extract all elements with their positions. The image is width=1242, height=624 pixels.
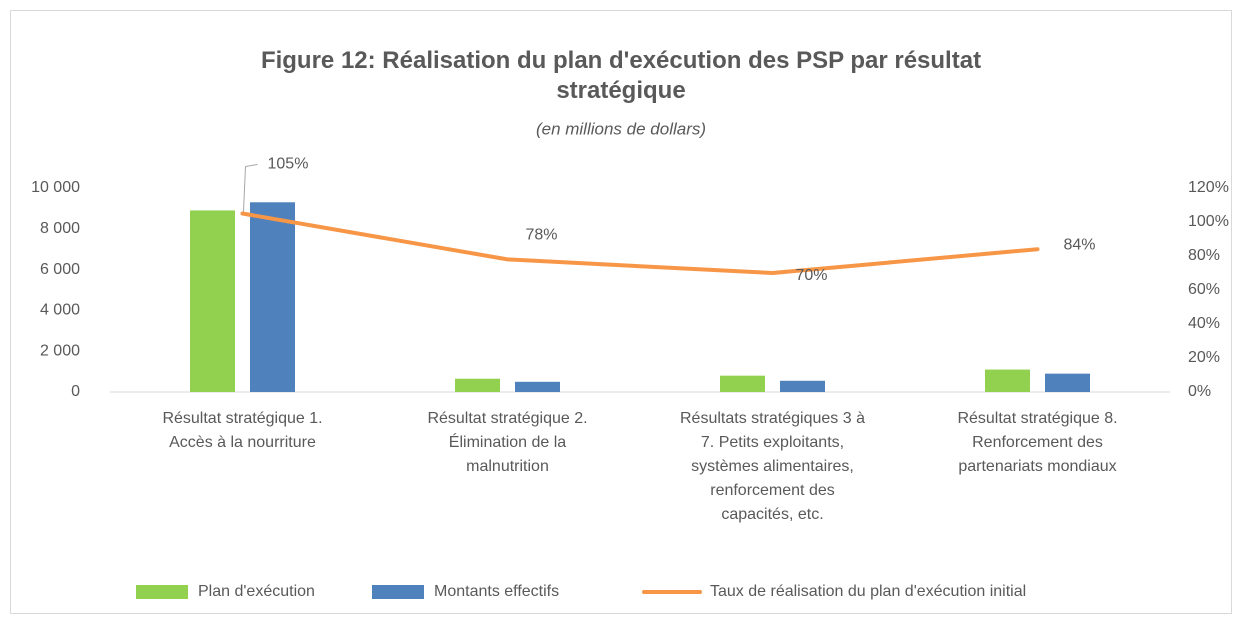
- line-series: [240, 211, 1040, 275]
- legend-swatch: [372, 585, 424, 599]
- bar: [780, 380, 825, 392]
- legend-label: Taux de réalisation du plan d'exécution …: [710, 583, 1026, 600]
- y2-tick-label: 60%: [1188, 281, 1220, 298]
- legend-label: Montants effectifs: [434, 583, 559, 600]
- chart-title: Figure 12: Réalisation du plan d'exécuti…: [261, 47, 981, 104]
- x-tick-label: Résultat stratégique 2. Élimination de la…: [427, 410, 587, 475]
- bar: [1045, 373, 1090, 392]
- y-tick-label: 0: [71, 383, 80, 400]
- data-label: 78%: [526, 227, 558, 244]
- y2-tick-label: 120%: [1188, 179, 1229, 196]
- y-tick-label: 8 000: [40, 220, 80, 237]
- x-tick-label: Résultat stratégique 8. Renforcement des p…: [957, 410, 1117, 475]
- data-label: 70%: [796, 267, 828, 284]
- y-tick-label: 10 000: [31, 179, 80, 196]
- y-tick-label: 4 000: [40, 302, 80, 319]
- y-tick-label: 2 000: [40, 342, 80, 359]
- bar: [720, 375, 765, 392]
- bar: [985, 369, 1030, 392]
- legend-label: Plan d'exécution: [198, 583, 315, 600]
- y2-tick-label: 100%: [1188, 213, 1229, 230]
- y2-tick-label: 0%: [1188, 383, 1211, 400]
- x-tick-label: Résultat stratégique 1. Accès à la nourri…: [162, 410, 322, 451]
- y2-tick-label: 20%: [1188, 349, 1220, 366]
- chart-subtitle: (en millions de dollars): [536, 119, 706, 138]
- y2-tick-label: 40%: [1188, 315, 1220, 332]
- bar: [250, 202, 295, 392]
- bar: [190, 210, 235, 392]
- legend-swatch: [136, 585, 188, 599]
- y-tick-label: 6 000: [40, 261, 80, 278]
- bar: [455, 378, 500, 392]
- data-label: 105%: [268, 156, 309, 173]
- y2-tick-label: 80%: [1188, 247, 1220, 264]
- bar: [515, 381, 560, 392]
- data-label: 84%: [1064, 236, 1096, 253]
- x-tick-label: Résultats stratégiques 3 à 7. Petits expl…: [680, 410, 865, 523]
- leader-line: [243, 164, 258, 212]
